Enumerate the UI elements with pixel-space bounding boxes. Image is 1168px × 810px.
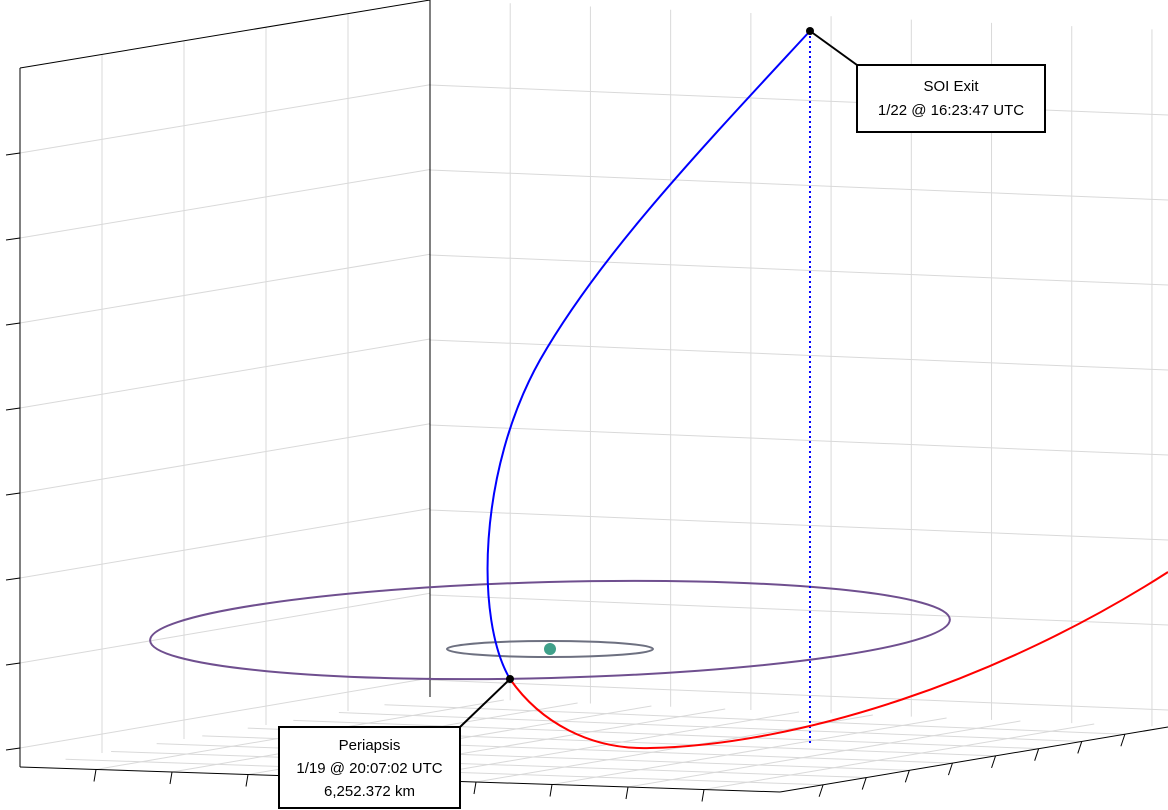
tick-mark	[549, 784, 553, 797]
grid-line	[703, 723, 1095, 790]
tick-mark	[5, 662, 21, 666]
body	[544, 643, 556, 655]
tick-mark	[904, 770, 910, 783]
grid-line	[111, 750, 867, 779]
grid	[19, 3, 1168, 790]
callout-text: Periapsis	[339, 737, 401, 754]
ticks	[5, 152, 1126, 802]
tick-mark	[861, 777, 867, 790]
tick-mark	[947, 762, 953, 776]
tick-mark	[5, 322, 21, 326]
tick-mark	[245, 774, 249, 787]
grid-line	[429, 594, 1168, 626]
grid-line	[19, 508, 431, 579]
departure-trajectory	[486, 30, 811, 680]
callout-box	[856, 64, 1046, 133]
tick-mark	[991, 755, 997, 769]
tick-mark	[473, 781, 477, 795]
tick-mark	[5, 152, 21, 156]
inner-orbit	[446, 640, 654, 658]
axis-edge	[779, 726, 1168, 793]
axis-edge	[19, 0, 431, 69]
grid-line	[551, 717, 947, 785]
tick-mark	[169, 771, 173, 785]
grid-line	[19, 423, 431, 494]
arrival-trajectory	[509, 571, 1168, 750]
tick-mark	[93, 769, 97, 782]
callout-text: SOI Exit	[923, 78, 979, 95]
grid-line	[293, 719, 1039, 750]
grid-line	[19, 338, 431, 409]
tick-mark	[5, 577, 21, 581]
tick-mark	[625, 786, 629, 800]
tick-mark	[5, 237, 21, 241]
callout-leader	[459, 678, 511, 728]
grid-line	[429, 254, 1168, 286]
tick-mark	[701, 789, 705, 802]
callout-box	[278, 726, 461, 809]
grid-line	[19, 592, 431, 664]
grid-line	[429, 84, 1168, 116]
grid-line	[399, 711, 800, 780]
callout-text: 6,252.372 km	[324, 783, 415, 800]
grid-line	[429, 339, 1168, 371]
outer-orbit	[149, 579, 951, 681]
grid-line	[19, 677, 431, 749]
tick-mark	[818, 784, 824, 797]
periapsis-point	[506, 675, 514, 683]
grid-line	[338, 712, 1082, 742]
tick-mark	[5, 492, 21, 496]
tick-mark	[5, 747, 21, 751]
grid-line	[19, 84, 431, 154]
grid-line	[384, 704, 1125, 735]
tick-mark	[1034, 748, 1040, 761]
callout-leader	[809, 30, 858, 66]
grid-line	[429, 424, 1168, 456]
tick-mark	[1077, 741, 1083, 754]
grid-line	[429, 169, 1168, 201]
soi-exit-point	[806, 27, 814, 35]
grid-line	[429, 509, 1168, 541]
grid-line	[627, 720, 1021, 788]
grid-line	[19, 253, 431, 324]
tick-mark	[1120, 734, 1126, 747]
callout-text: 1/22 @ 16:23:47 UTC	[878, 102, 1024, 119]
grid-line	[429, 679, 1168, 711]
callout-text: 1/19 @ 20:07:02 UTC	[296, 760, 442, 777]
grid-line	[19, 169, 431, 239]
tick-mark	[5, 407, 21, 411]
